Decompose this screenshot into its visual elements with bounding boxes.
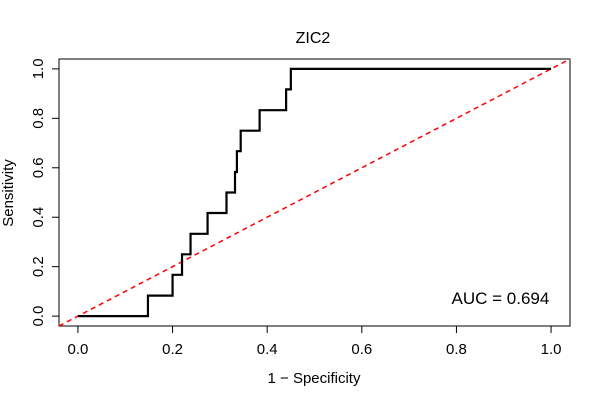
chart-title: ZIC2 (296, 30, 331, 47)
series-layer (58, 58, 571, 327)
y-tick-label: 0.2 (30, 256, 47, 277)
x-tick-label: 0.4 (257, 341, 278, 358)
x-tick-label: 1.0 (541, 341, 562, 358)
x-axis-label: 1 − Specificity (268, 370, 361, 387)
y-axis-label: Sensitivity (0, 159, 17, 227)
roc-curve-line (77, 67, 552, 318)
x-tick-label: 0.0 (67, 341, 88, 358)
y-tick-label: 0.4 (30, 207, 47, 228)
y-tick-label: 0.6 (30, 157, 47, 178)
x-tick-label: 0.6 (351, 341, 372, 358)
y-tick-label: 1.0 (30, 58, 47, 79)
reference-diagonal-line (58, 58, 571, 327)
auc-annotation: AUC = 0.694 (452, 289, 550, 308)
x-tick-label: 0.8 (446, 341, 467, 358)
y-tick-label: 0.0 (30, 306, 47, 327)
x-axis: 0.0 0.2 0.4 0.6 0.8 1.0 (67, 325, 562, 358)
y-axis: 0.0 0.2 0.4 0.6 0.8 1.0 (30, 58, 60, 327)
annotation-layer: AUC = 0.694 (452, 289, 550, 308)
y-tick-label: 0.8 (30, 108, 47, 129)
x-tick-label: 0.2 (162, 341, 183, 358)
